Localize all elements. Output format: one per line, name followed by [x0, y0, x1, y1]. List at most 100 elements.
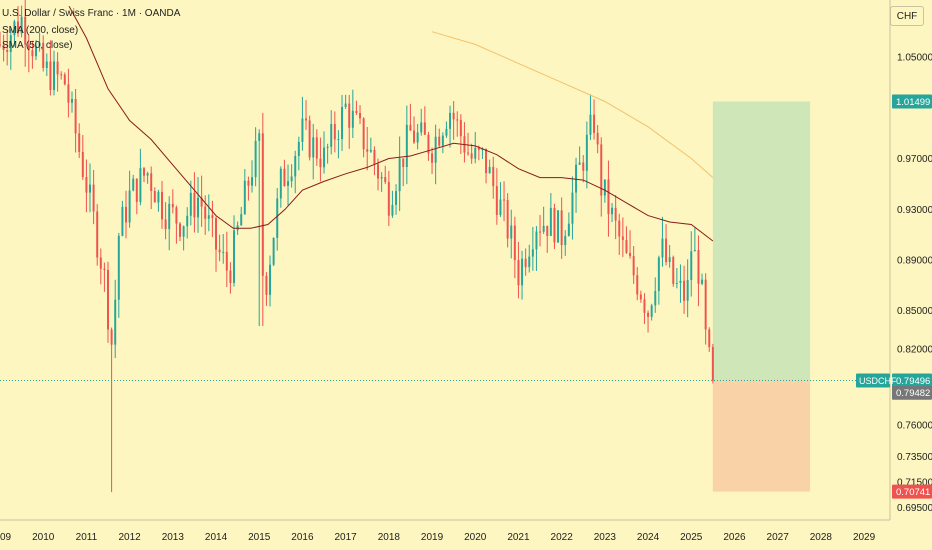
candle-body	[708, 329, 711, 348]
candle-body	[204, 206, 207, 219]
candle-body	[56, 61, 59, 75]
candle-body	[207, 215, 210, 219]
candle-body	[391, 204, 394, 216]
candle-body	[269, 264, 272, 295]
candle-body	[287, 181, 290, 186]
candle-body	[240, 214, 243, 226]
x-tick-label: 2009	[0, 532, 12, 543]
x-tick-label: 2026	[723, 532, 746, 543]
candle-body	[254, 140, 257, 178]
y-tick-label: 0.82000	[897, 344, 932, 355]
candle-body	[168, 203, 171, 230]
candle-body	[211, 215, 214, 219]
candle-body	[351, 110, 354, 128]
x-tick-label: 2012	[118, 532, 141, 543]
candle-body	[312, 137, 315, 158]
candle-body	[96, 211, 99, 258]
profit-zone[interactable]	[712, 101, 811, 381]
price-tag[interactable]	[892, 94, 932, 109]
candle-body	[488, 166, 491, 174]
candle-body	[582, 162, 585, 171]
y-axis: 1.05000 0.97000 0.93000 0.89000 0.85000 0.820…	[897, 53, 932, 514]
candle-body	[49, 61, 52, 90]
y-tick-label: 0.85000	[897, 306, 932, 317]
candle-body	[614, 207, 617, 221]
candle-body	[222, 251, 225, 253]
sma200-line	[431, 31, 714, 178]
candle-body	[513, 225, 516, 261]
candle-body	[301, 118, 304, 142]
x-tick-label: 2017	[335, 532, 358, 543]
candle-body	[542, 225, 545, 232]
candle-body	[107, 269, 109, 330]
price-tag[interactable]	[892, 385, 932, 400]
candlestick-series	[0, 0, 714, 493]
sma50-legend[interactable]: SMA (50, close)	[2, 40, 73, 51]
candle-body	[225, 251, 228, 271]
candle-body	[319, 158, 322, 168]
candle-body	[161, 191, 164, 220]
candle-body	[643, 299, 646, 313]
candle-body	[215, 218, 218, 250]
candle-body	[625, 239, 628, 253]
candle-body	[661, 238, 664, 258]
candle-body	[564, 235, 567, 246]
price-tag-value: 0.70741	[896, 487, 930, 498]
sma200-legend[interactable]: SMA (200, close)	[2, 25, 79, 36]
candle-body	[189, 192, 192, 216]
candle-body	[200, 197, 203, 207]
candle-body	[603, 179, 606, 196]
candle-body	[618, 220, 621, 237]
x-tick-label: 2014	[205, 532, 228, 543]
x-tick-label: 2024	[637, 532, 660, 543]
candle-body	[35, 46, 37, 57]
candle-body	[611, 207, 614, 215]
candle-body	[294, 155, 297, 177]
price-tag[interactable]	[892, 484, 932, 499]
price-tag-value: 1.01499	[896, 97, 930, 108]
candle-body	[272, 237, 275, 265]
candle-body	[380, 177, 383, 179]
candle-body	[337, 139, 340, 141]
candle-body	[323, 147, 326, 168]
x-tick-label: 2027	[767, 532, 790, 543]
x-tick-label: 2029	[853, 532, 876, 543]
x-tick-label: 2020	[464, 532, 487, 543]
candle-body	[413, 130, 416, 143]
candle-body	[135, 178, 138, 202]
x-tick-label: 2022	[551, 532, 574, 543]
candle-body	[143, 168, 146, 176]
candle-body	[229, 270, 232, 283]
currency-button[interactable]: CHF	[890, 6, 924, 26]
candle-body	[218, 249, 221, 253]
candle-body	[53, 61, 55, 90]
candle-body	[517, 260, 520, 286]
candle-body	[290, 176, 293, 182]
candle-body	[89, 184, 91, 193]
candle-body	[110, 329, 113, 345]
candle-body	[139, 168, 142, 202]
candle-body	[13, 21, 16, 36]
candle-body	[701, 279, 704, 284]
candle-body	[668, 257, 671, 263]
candle-body	[42, 42, 45, 68]
loss-zone[interactable]	[712, 380, 811, 492]
candle-body	[485, 148, 488, 174]
candle-body	[524, 258, 527, 268]
candle-body	[179, 223, 182, 237]
candle-body	[276, 198, 279, 238]
candle-body	[521, 258, 524, 286]
candle-body	[355, 110, 358, 113]
candle-body	[27, 44, 30, 51]
y-tick-label: 0.71500	[897, 477, 932, 488]
symbol-tag[interactable]	[856, 373, 890, 388]
x-tick-label: 2023	[594, 532, 617, 543]
candle-body	[711, 347, 714, 381]
candle-body	[686, 280, 689, 301]
candle-body	[38, 42, 41, 47]
candle-body	[330, 124, 333, 147]
candle-body	[683, 280, 686, 301]
x-tick-label: 2016	[291, 532, 314, 543]
candle-body	[402, 158, 405, 167]
